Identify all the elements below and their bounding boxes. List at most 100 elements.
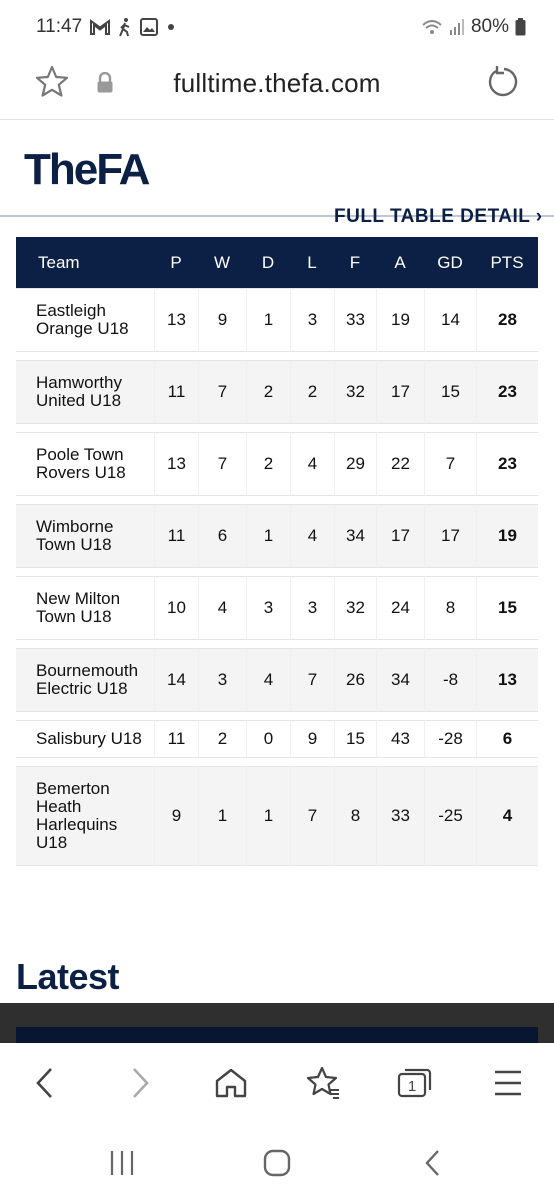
team-name[interactable]: Bemerton Heath Harlequins U18 [16,766,154,866]
team-name[interactable]: New Milton Town U18 [16,576,154,640]
cell-against: 22 [376,432,424,496]
table-row[interactable]: Bemerton Heath Harlequins U18 9 1 1 7 8 33 -25 4 [16,766,538,866]
table-row[interactable]: Bournemouth Electric U18 14 3 4 7 26 34 -8 13 [16,648,538,712]
battery-percent: 80% [470,16,509,37]
team-name[interactable]: Hamworthy United U18 [16,360,154,424]
tabs-icon[interactable]: 1 [395,1063,435,1103]
team-name[interactable]: Eastleigh Orange U18 [16,288,154,352]
header-team: Team [38,252,80,272]
table-row[interactable]: Eastleigh Orange U18 13 9 1 3 33 19 14 28 [16,288,538,352]
back-icon[interactable] [25,1063,65,1103]
row-gap [16,424,538,432]
cell-drawn: 3 [246,576,290,640]
status-right: 80% [421,16,526,38]
cell-lost: 9 [290,720,334,758]
team-name-line: Heath [36,797,82,816]
cell-goal-difference: -28 [424,720,476,758]
team-name[interactable]: Bournemouth Electric U18 [16,648,154,712]
lock-icon [96,71,114,94]
cell-drawn: 1 [246,766,290,866]
header-for: F [349,252,361,272]
cell-won: 7 [198,360,246,424]
battery-icon [515,18,526,36]
team-name[interactable]: Wimborne Town U18 [16,504,154,568]
home-circle-icon[interactable] [257,1143,297,1183]
cell-won: 3 [198,648,246,712]
cell-played: 13 [154,432,198,496]
cell-against: 43 [376,720,424,758]
table-row[interactable]: New Milton Town U18 10 4 3 3 32 24 8 15 [16,576,538,640]
team-name-line: Orange U18 [36,319,129,338]
latest-heading: Latest [16,956,120,997]
latest-card[interactable] [16,1027,538,1047]
table-row[interactable]: Poole Town Rovers U18 13 7 2 4 29 22 7 23 [16,432,538,496]
cell-points: 19 [476,504,538,568]
row-gap [16,568,538,576]
cell-drawn: 4 [246,648,290,712]
dot-icon [166,22,176,32]
bookmarks-icon[interactable] [303,1063,343,1103]
cell-lost: 7 [290,648,334,712]
cell-won: 4 [198,576,246,640]
system-back-icon[interactable] [413,1143,453,1183]
team-name-line: Salisbury U18 [36,729,142,748]
status-left: 11:47 [36,16,176,38]
cell-for: 8 [334,766,376,866]
table-row[interactable]: Hamworthy United U18 11 7 2 2 32 17 15 23 [16,360,538,424]
cell-for: 29 [334,432,376,496]
cell-against: 34 [376,648,424,712]
header-lost: L [307,252,317,272]
cell-for: 32 [334,360,376,424]
cell-won: 6 [198,504,246,568]
cell-lost: 3 [290,576,334,640]
cell-played: 9 [154,766,198,866]
cell-won: 2 [198,720,246,758]
cell-played: 11 [154,720,198,758]
row-gap [16,640,538,648]
cell-against: 19 [376,288,424,352]
cell-lost: 2 [290,360,334,424]
team-name[interactable]: Salisbury U18 [16,720,154,758]
table-row[interactable]: Wimborne Town U18 11 6 1 4 34 17 17 19 [16,504,538,568]
team-name-line: Hamworthy [36,373,122,392]
header-goal-difference: GD [437,252,463,272]
cell-against: 17 [376,360,424,424]
cell-drawn: 2 [246,360,290,424]
url-field[interactable]: fulltime.thefa.com [173,68,381,98]
browser-toolbar: 1 [0,1043,554,1125]
system-navigation-bar [0,1125,554,1200]
league-table: Team P W D L F A GD PTS Eastleigh Orange … [16,237,538,866]
header-played: P [170,252,182,272]
cell-drawn: 1 [246,504,290,568]
cell-drawn: 1 [246,288,290,352]
cell-goal-difference: 15 [424,360,476,424]
reload-button[interactable] [484,64,520,100]
menu-icon[interactable] [488,1063,528,1103]
forward-icon[interactable] [120,1063,160,1103]
team-name-line: Eastleigh [36,301,106,320]
team-name-line: Harlequins [36,815,118,834]
cell-played: 13 [154,288,198,352]
cell-drawn: 2 [246,432,290,496]
home-icon[interactable] [211,1063,251,1103]
site-header: TheFA [0,121,554,217]
recents-icon[interactable] [102,1143,142,1183]
cell-goal-difference: 7 [424,432,476,496]
cell-goal-difference: -25 [424,766,476,866]
header-won: W [213,252,231,272]
the-fa-logo[interactable]: TheFA [24,145,150,194]
bookmark-star-button[interactable] [34,64,70,100]
cell-points: 13 [476,648,538,712]
team-name-line: Town U18 [36,607,112,626]
cell-won: 9 [198,288,246,352]
team-name[interactable]: Poole Town Rovers U18 [16,432,154,496]
full-table-detail-link[interactable]: FULL TABLE DETAIL › [334,206,543,224]
team-name-line: Poole Town [36,445,124,464]
table-row[interactable]: Salisbury U18 11 2 0 9 15 43 -28 6 [16,720,538,758]
walking-icon [118,17,132,37]
status-time: 11:47 [36,16,83,37]
cell-points: 15 [476,576,538,640]
cell-points: 23 [476,432,538,496]
row-gap-cell [16,568,538,576]
cell-lost: 7 [290,766,334,866]
